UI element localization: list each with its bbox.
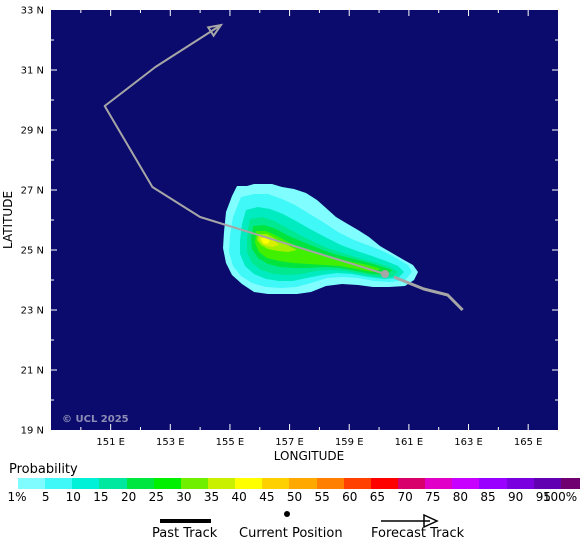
x-axis-title: LONGITUDE [274,449,344,463]
lon-tick-label: 153 E [156,437,185,448]
past-track-line [393,275,464,312]
scale-swatch [479,478,507,489]
lon-tick-label: 163 E [454,437,483,448]
scale-label: 35 [203,490,220,504]
scale-label: 90 [508,490,524,504]
scale-swatch [343,478,371,489]
scale-swatch [533,478,561,489]
swath-40pct [261,238,270,244]
scale-swatch [207,478,236,489]
lat-tick-label: 31 N [21,66,44,77]
swath-25pct [255,231,381,272]
watermark: © UCL 2025 [62,414,129,425]
lat-tick-label: 25 N [21,246,44,257]
scale-label: 40 [231,490,247,504]
scale-label: 25 [148,490,164,504]
lat-tick-label: 21 N [21,366,44,377]
lon-tick-label: 165 E [514,437,543,448]
lat-tick-label: 19 N [21,426,44,437]
forecast-track-key-arrow [423,513,439,529]
scale-swatch [45,478,73,489]
lon-tick-label: 157 E [275,437,304,448]
scale-swatch [18,478,46,489]
scale-swatch [289,478,317,489]
forecast-track-line [103,24,386,275]
scale-swatch [560,478,580,489]
forecast-arrow-head [206,23,224,38]
current-position-key-label: Current Position [239,526,343,541]
scale-label: 95 [535,490,551,504]
scale-swatch [506,478,534,489]
scale-swatch [126,478,154,489]
scale-label: 30 [176,490,192,504]
scale-label: 55 [314,490,330,504]
current-position-marker [381,270,390,278]
lat-tick-label: 29 N [21,126,44,137]
scale-label: 65 [369,490,386,504]
current-position-key-dot [284,511,290,517]
scale-label: 70 [397,490,413,504]
scale-label: 45 [259,490,275,504]
lon-tick-label: 159 E [335,437,364,448]
scale-swatch [425,478,453,489]
scale-label: 80 [452,490,469,504]
scale-swatch [153,478,181,489]
lat-tick-label: 27 N [21,186,44,197]
scale-label: 5 [41,490,50,504]
latitude-labels: 33 N 31 N 29 N 27 N 25 N 23 N 21 N 19 N [21,6,44,437]
grid-ticks [51,10,558,430]
scale-swatch [72,478,100,489]
legend-title: Probability [9,462,78,477]
scale-label: 50 [286,490,303,504]
scale-swatch [316,478,344,489]
swath-20pct [251,225,392,275]
scale-label: 1% [7,490,27,504]
scale-label: 85 [480,490,496,504]
scale-label: 15 [93,490,109,504]
scale-swatch [99,478,127,489]
scale-label: 20 [120,490,137,504]
forecast-track-key-label: Forecast Track [371,526,465,541]
lon-tick-label: 155 E [216,437,245,448]
past-track-key-label: Past Track [152,526,218,541]
probability-color-scale [18,478,580,489]
lat-tick-label: 23 N [21,306,44,317]
y-axis-title: LATITUDE [1,191,15,249]
scale-label: 60 [342,490,358,504]
longitude-labels: 151 E 153 E 155 E 157 E 159 E 161 E 163 E 165 E [96,437,542,448]
scale-label: 75 [425,490,441,504]
lon-tick-label: 161 E [395,437,424,448]
scale-swatch [452,478,480,489]
scale-swatch [262,478,290,489]
probability-scale-labels: 1% 5 10 15 20 25 30 35 40 45 50 55 60 65 70 75 80 85 90 95 1… [0,490,580,504]
scale-swatch [180,478,208,489]
scale-swatch [370,478,398,489]
scale-label: 10 [65,490,81,504]
lat-tick-label: 33 N [21,6,44,17]
scale-swatch [397,478,426,489]
scale-label: 100% [542,490,578,504]
scale-swatch [235,478,263,489]
lon-tick-label: 151 E [96,437,125,448]
